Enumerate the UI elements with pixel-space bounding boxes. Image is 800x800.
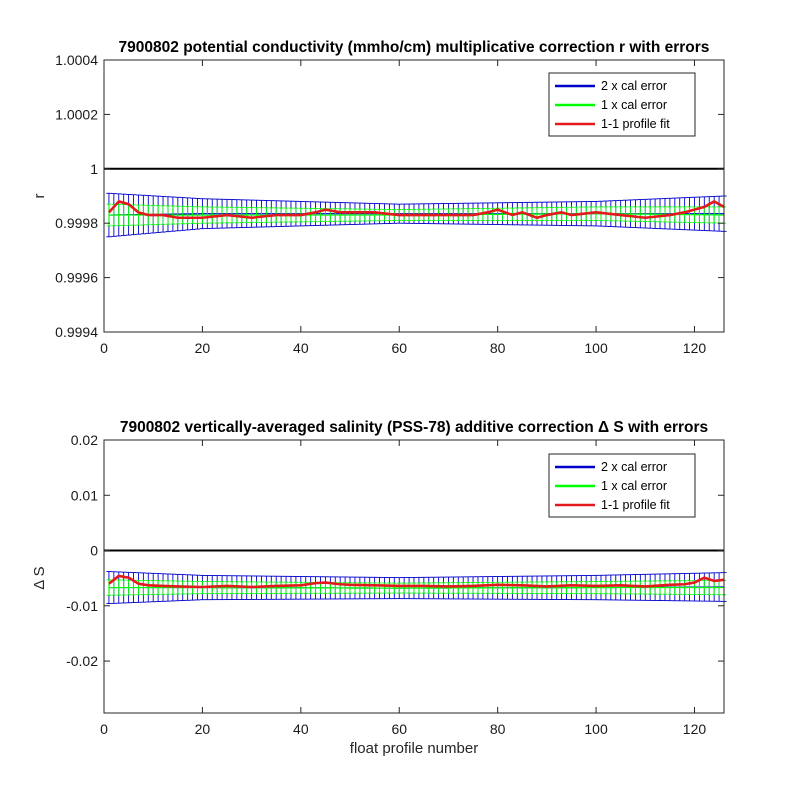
y-tick-label: 0.01 — [71, 487, 98, 503]
legend: 2 x cal error 1 x cal error 1-1 profile … — [548, 453, 696, 518]
x-tick-label: 120 — [683, 721, 707, 737]
y-tick-label: 1.0002 — [55, 106, 98, 122]
x-tick-label: 20 — [195, 721, 211, 737]
chart-title: 7900802 vertically-averaged salinity (PS… — [120, 419, 708, 436]
legend-label-2x: 2 x cal error — [601, 79, 667, 93]
y-tick-label: 0.9994 — [55, 324, 98, 340]
y-tick-label: 1 — [90, 161, 98, 177]
axes-box — [103, 59, 725, 333]
conductivity-correction-panel: 7900802 potential conductivity (mmho/cm)… — [31, 39, 727, 356]
y-tick-label: 0.9998 — [55, 215, 98, 231]
series-1-1-profile-fit — [108, 574, 725, 589]
x-tick-label: 20 — [195, 340, 211, 356]
x-tick-label: 40 — [293, 721, 309, 737]
y-tick-label: 0.02 — [71, 432, 98, 448]
x-tick-label: 120 — [683, 340, 707, 356]
x-axis-label: float profile number — [350, 740, 478, 757]
legend: 2 x cal error 1 x cal error 1-1 profile … — [548, 72, 696, 137]
y-tick-label: -0.01 — [66, 598, 98, 614]
legend-label-fit: 1-1 profile fit — [601, 498, 670, 512]
axes-box — [103, 439, 725, 714]
series-1-1-profile-fit — [107, 200, 725, 220]
y-axis-label: r — [31, 194, 48, 199]
salinity-correction-panel: 7900802 vertically-averaged salinity (PS… — [31, 419, 727, 757]
x-tick-label: 40 — [293, 340, 309, 356]
x-tick-label: 0 — [100, 340, 108, 356]
y-axis-label: Δ S — [31, 566, 48, 589]
x-tick-label: 0 — [100, 721, 108, 737]
y-tick-label: 0 — [90, 543, 98, 559]
y-tick-label: 0.9996 — [55, 270, 98, 286]
legend-label-2x: 2 x cal error — [601, 460, 667, 474]
legend-label-1x: 1 x cal error — [601, 98, 667, 112]
y-tick-label: -0.02 — [66, 653, 98, 669]
x-tick-label: 100 — [584, 340, 608, 356]
chart-title: 7900802 potential conductivity (mmho/cm)… — [119, 39, 710, 56]
legend-label-1x: 1 x cal error — [601, 479, 667, 493]
x-tick-label: 60 — [391, 721, 407, 737]
x-tick-label: 100 — [584, 721, 608, 737]
x-tick-label: 60 — [391, 340, 407, 356]
y-tick-label: 1.0004 — [55, 52, 98, 68]
legend-label-fit: 1-1 profile fit — [601, 117, 670, 131]
x-tick-label: 80 — [490, 340, 506, 356]
x-tick-label: 80 — [490, 721, 506, 737]
